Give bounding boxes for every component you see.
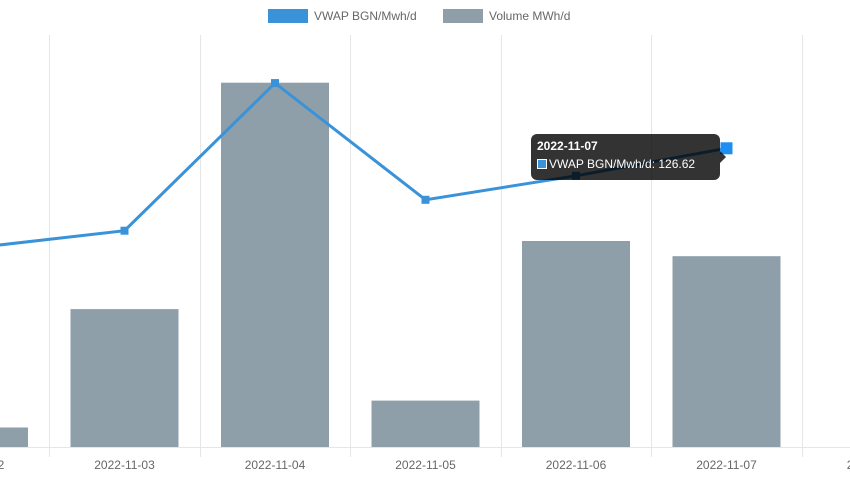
legend-item-vwap[interactable]: VWAP BGN/Mwh/d — [268, 9, 417, 23]
volume-bar[interactable] — [522, 241, 630, 447]
vwap-point[interactable] — [421, 195, 430, 204]
tooltip: 2022-11-07 VWAP BGN/Mwh/d: 126.62 — [531, 134, 720, 180]
legend-swatch-vwap — [268, 9, 308, 23]
tooltip-title: 2022-11-07 — [537, 139, 598, 153]
volume-bar[interactable] — [221, 82, 329, 447]
x-tick-label: 2022-11-07 — [696, 458, 757, 472]
vwap-point[interactable] — [120, 226, 129, 235]
legend-label-volume: Volume MWh/d — [489, 9, 570, 23]
grid-lines — [0, 35, 850, 457]
x-tick-label: 2022-11-04 — [245, 458, 306, 472]
x-tick-label: 2022-11-02 — [0, 458, 5, 472]
legend[interactable]: VWAP BGN/Mwh/d Volume MWh/d — [268, 9, 570, 23]
tooltip-label: VWAP BGN/Mwh/d: 126.62 — [549, 157, 696, 171]
x-tick-label: 2022-11-03 — [94, 458, 155, 472]
legend-item-volume[interactable]: Volume MWh/d — [443, 9, 570, 23]
tooltip-swatch — [537, 159, 547, 169]
x-axis-ticks: 2022-11-02 2022-11-03 2022-11-04 2022-11-05… — [0, 458, 850, 472]
vwap-point[interactable] — [271, 79, 279, 88]
legend-label-vwap: VWAP BGN/Mwh/d — [314, 9, 417, 23]
tooltip-caret — [720, 151, 726, 163]
legend-swatch-volume — [443, 9, 483, 23]
tooltip-row: VWAP BGN/Mwh/d: 126.62 — [537, 157, 714, 171]
volume-bar[interactable] — [70, 309, 179, 447]
volume-bar[interactable] — [371, 400, 480, 447]
volume-bar[interactable] — [0, 427, 28, 447]
x-tick-label: 2022-11-05 — [395, 458, 456, 472]
volume-bars — [0, 82, 781, 447]
x-tick-label: 2022-11-08 — [847, 458, 850, 472]
x-tick-label: 2022-11-06 — [546, 458, 607, 472]
volume-bar[interactable] — [672, 256, 781, 447]
